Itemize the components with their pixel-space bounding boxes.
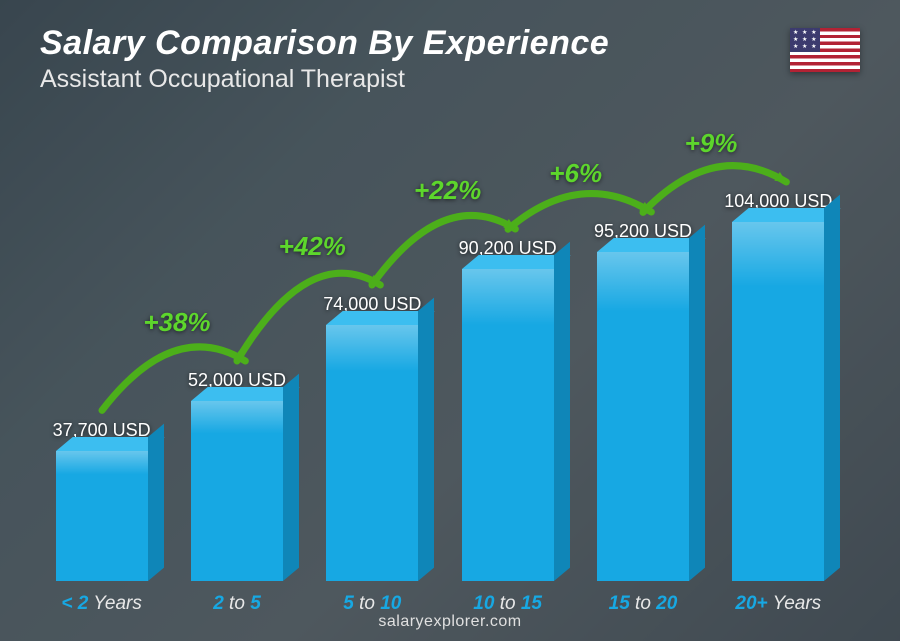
x-axis-label: 20+ Years (735, 593, 821, 615)
bar (597, 252, 689, 581)
bar-group: 95,200 USD15 to 20 (581, 221, 704, 581)
growth-percent-label: +6% (549, 158, 602, 189)
bar-group: 104,000 USD20+ Years (717, 191, 840, 581)
bar-group: 37,700 USD< 2 Years (40, 420, 163, 581)
bar (56, 451, 148, 581)
bar-side-face (148, 423, 164, 581)
bar (732, 222, 824, 581)
flag-icon (790, 28, 860, 72)
footer-credit: salaryexplorer.com (0, 613, 900, 631)
bar-side-face (824, 194, 840, 581)
bar-front (56, 451, 148, 581)
growth-percent-label: +9% (685, 128, 738, 159)
page-title: Salary Comparison By Experience (40, 24, 860, 63)
bar-side-face (418, 298, 434, 581)
x-axis-label: < 2 Years (61, 593, 141, 615)
x-axis-label: 15 to 20 (609, 593, 678, 615)
x-axis-label: 2 to 5 (213, 593, 261, 615)
infographic-container: Salary Comparison By Experience Assistan… (0, 0, 900, 641)
bar-side-face (283, 374, 299, 581)
growth-percent-label: +42% (279, 231, 346, 262)
bar-side-face (689, 225, 705, 581)
header: Salary Comparison By Experience Assistan… (40, 24, 860, 94)
growth-percent-label: +38% (143, 307, 210, 338)
bar-front (732, 222, 824, 581)
bar (462, 269, 554, 581)
x-axis-label: 5 to 10 (343, 593, 401, 615)
bar-front (462, 269, 554, 581)
x-axis-label: 10 to 15 (473, 593, 542, 615)
bar-front (597, 252, 689, 581)
page-subtitle: Assistant Occupational Therapist (40, 65, 860, 94)
growth-percent-label: +22% (414, 175, 481, 206)
bar-side-face (554, 242, 570, 581)
